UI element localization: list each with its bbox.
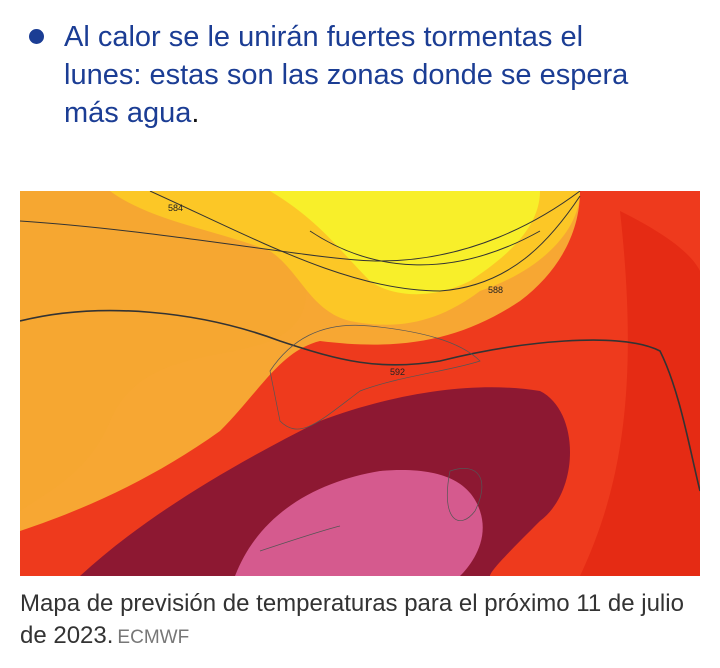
headline-punctuation: . [191,97,200,129]
contours [20,191,700,492]
caption-text: Mapa de previsión de temperaturas para e… [20,590,684,649]
caption-credit: ECMWF [117,627,190,648]
contour-label: 592 [390,367,405,377]
contour-label: 584 [168,203,183,213]
coastlines [259,324,483,552]
region [580,211,700,576]
region [20,191,320,511]
contour-label: 588 [488,285,503,295]
figure-caption: Mapa de previsión de temperaturas para e… [20,588,710,654]
bullet [29,29,44,44]
region [235,470,483,576]
region [270,191,540,295]
headline-text[interactable]: Al calor se le unirán fuertes tormentas … [64,21,629,129]
temperature-map: 584 588 592 [20,191,700,576]
headline-link[interactable]: Al calor se le unirán fuertes tormentas … [64,18,664,132]
